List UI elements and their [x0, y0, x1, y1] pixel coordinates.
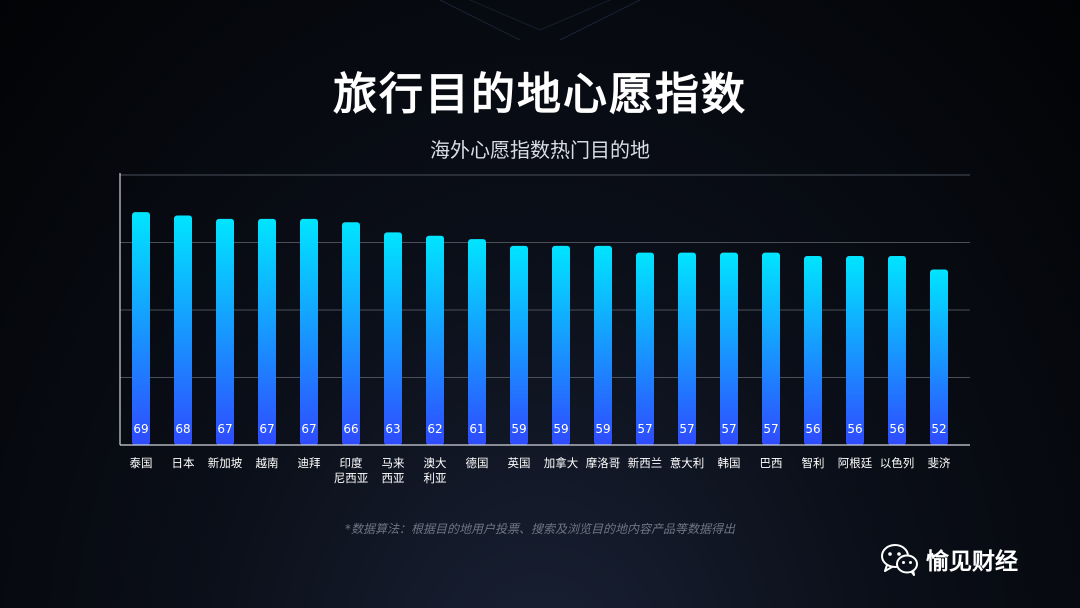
- x-tick-label: 新西兰: [628, 456, 663, 470]
- bar: [510, 245, 528, 445]
- bar: [678, 252, 696, 445]
- x-tick-label: 韩国: [718, 456, 741, 470]
- bar: [846, 256, 864, 445]
- data-label: 57: [679, 422, 694, 436]
- bar: [888, 256, 906, 445]
- bar: [216, 218, 234, 445]
- brand-watermark: 愉见财经: [880, 542, 1018, 576]
- data-label: 67: [259, 422, 274, 436]
- data-label: 59: [553, 422, 568, 436]
- bar: [636, 252, 654, 445]
- chart-subtitle: 海外心愿指数热门目的地: [430, 138, 650, 162]
- data-label: 62: [427, 422, 442, 436]
- data-label: 61: [469, 422, 484, 436]
- x-tick-label: 泰国: [130, 456, 153, 470]
- x-tick-label: 日本: [172, 456, 195, 470]
- x-tick-label: 马来西亚: [382, 456, 405, 485]
- x-tick-label: 以色列: [880, 456, 915, 470]
- data-label: 57: [763, 422, 778, 436]
- bar: [552, 245, 570, 445]
- bar: [300, 218, 318, 445]
- bar: [804, 256, 822, 445]
- data-label: 59: [511, 422, 526, 436]
- bar: [132, 212, 150, 445]
- bar: [384, 232, 402, 445]
- wechat-icon: [881, 544, 918, 576]
- data-label: 56: [889, 422, 904, 436]
- data-label: 57: [637, 422, 652, 436]
- x-tick-label: 巴西: [760, 456, 783, 470]
- x-tick-label: 斐济: [928, 456, 951, 470]
- page-title: 旅行目的地心愿指数: [333, 69, 747, 120]
- data-footnote: *数据算法：根据目的地用户投票、搜索及浏览目的地内容产品等数据得出: [344, 522, 735, 536]
- x-tick-label: 澳大利亚: [424, 456, 447, 485]
- data-label: 57: [721, 422, 736, 436]
- data-label: 52: [931, 422, 946, 436]
- x-tick-label: 越南: [256, 456, 279, 470]
- data-labels: 69 68 67 67 67 66 63 62 61 59 59 59 57 57 57 57 56 56 56 52: [133, 422, 946, 436]
- brand-name: 愉见财经: [926, 549, 1018, 575]
- data-label: 68: [175, 422, 190, 436]
- bar: [762, 252, 780, 445]
- x-tick-label: 印度尼西亚: [334, 456, 369, 485]
- data-label: 66: [343, 422, 358, 436]
- x-tick-label: 摩洛哥: [586, 456, 621, 470]
- data-label: 67: [217, 422, 232, 436]
- data-label: 63: [385, 422, 400, 436]
- x-tick-label: 智利: [802, 456, 825, 470]
- data-label: 56: [847, 422, 862, 436]
- axes: [119, 173, 970, 446]
- x-tick-label: 德国: [466, 456, 489, 470]
- x-tick-label: 迪拜: [298, 456, 321, 470]
- x-tick-label: 新加坡: [208, 456, 243, 470]
- data-label: 59: [595, 422, 610, 436]
- data-label: 67: [301, 422, 316, 436]
- bar: [930, 269, 948, 445]
- data-label: 56: [805, 422, 820, 436]
- bar: [720, 252, 738, 445]
- x-tick-label: 阿根廷: [838, 456, 873, 470]
- bar: [468, 239, 486, 445]
- x-tick-label: 英国: [508, 456, 531, 470]
- bar: [594, 245, 612, 445]
- bar: [426, 235, 444, 445]
- bar: [174, 215, 192, 445]
- bars: [132, 212, 948, 445]
- x-tick-label: 加拿大: [544, 456, 579, 470]
- bar: [342, 222, 360, 445]
- x-tick-label: 意大利: [670, 456, 705, 470]
- data-label: 69: [133, 422, 148, 436]
- grid-lines: [120, 174, 970, 378]
- bar: [258, 218, 276, 445]
